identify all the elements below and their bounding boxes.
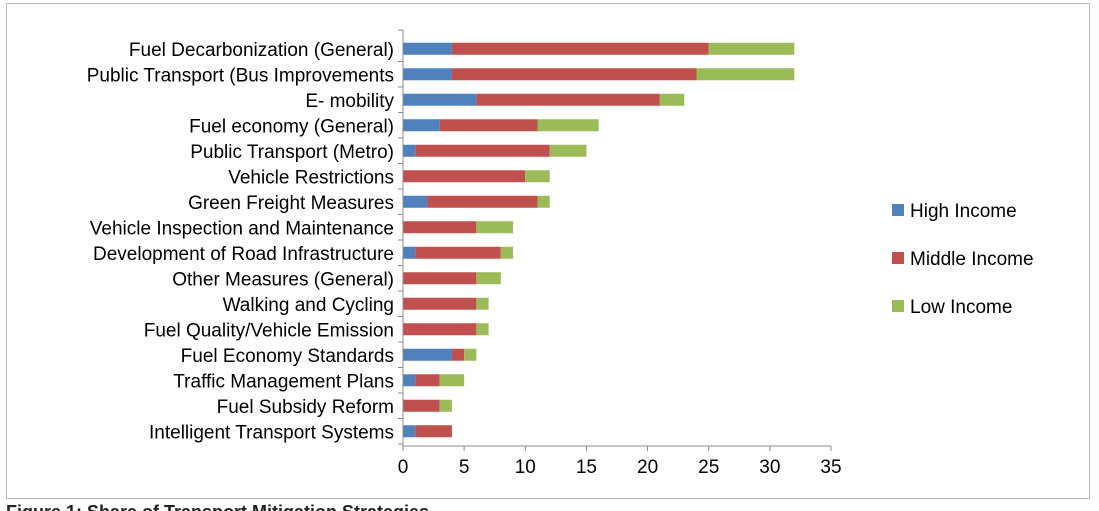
- bar-segment-middle-income-1: [451, 68, 697, 81]
- chart-frame: Fuel Decarbonization (General) Public Tra…: [6, 3, 1090, 499]
- bar-segment-middle-income-3: [439, 119, 538, 132]
- figure-caption: Figure 1: Share of Transport Mitigation …: [6, 503, 566, 511]
- x-tick-label: 20: [637, 457, 658, 478]
- category-label: Fuel economy (General): [189, 116, 394, 137]
- x-tick-label: 10: [515, 457, 536, 478]
- bar-segment-low-income-10: [476, 297, 489, 310]
- bar-segment-low-income-5: [525, 170, 550, 183]
- bars-layer: [403, 42, 795, 438]
- bar-segment-middle-income-11: [403, 323, 477, 336]
- category-label: Vehicle Inspection and Maintenance: [90, 218, 394, 239]
- bar-segment-middle-income-7: [403, 221, 477, 234]
- bar-segment-high-income-6: [403, 195, 428, 208]
- bar-segment-middle-income-12: [451, 348, 465, 361]
- bar-segment-middle-income-5: [403, 170, 526, 183]
- x-tick-label: 25: [698, 457, 719, 478]
- bar-segment-middle-income-8: [415, 246, 501, 259]
- bar-segment-middle-income-13: [415, 374, 440, 387]
- category-label: Fuel Economy Standards: [181, 346, 394, 367]
- bar-segment-middle-income-15: [415, 425, 452, 438]
- bar-segment-middle-income-4: [415, 144, 550, 157]
- bar-segment-high-income-2: [403, 93, 477, 106]
- bar-segment-high-income-8: [403, 246, 416, 259]
- category-label: Development of Road Infrastructure: [93, 244, 394, 265]
- category-label: Fuel Quality/Vehicle Emission: [144, 320, 394, 341]
- bar-segment-high-income-12: [403, 348, 452, 361]
- bar-segment-middle-income-2: [476, 93, 660, 106]
- category-label: Vehicle Restrictions: [228, 167, 394, 188]
- bar-segment-low-income-4: [549, 144, 587, 157]
- x-tick-label: 15: [576, 457, 597, 478]
- legend-label: Middle Income: [910, 249, 1034, 270]
- bar-segment-high-income-0: [403, 42, 452, 55]
- category-labels: Fuel Decarbonization (General) Public Tra…: [87, 40, 395, 444]
- bar-segment-low-income-6: [537, 195, 550, 208]
- x-tick-label: 30: [759, 457, 780, 478]
- tick-labels: 0 5 10 15 20 25 30 35: [398, 457, 842, 478]
- bar-segment-low-income-1: [696, 68, 795, 81]
- category-label: E- mobility: [305, 91, 394, 112]
- category-label: Traffic Management Plans: [173, 371, 394, 392]
- category-label: Walking and Cycling: [223, 295, 394, 316]
- legend: High Income Middle Income Low Income: [892, 201, 1034, 318]
- legend-swatch-high-income: [892, 204, 904, 216]
- bar-segment-low-income-8: [500, 246, 514, 259]
- x-tick-label: 35: [820, 457, 841, 478]
- bar-segment-low-income-0: [708, 42, 795, 55]
- bar-segment-low-income-9: [476, 272, 501, 285]
- category-label: Fuel Subsidy Reform: [217, 397, 394, 418]
- stacked-bar-chart: Fuel Decarbonization (General) Public Tra…: [87, 29, 1034, 478]
- bar-segment-low-income-11: [476, 323, 489, 336]
- x-tick-label: 0: [398, 457, 409, 478]
- figure-caption-strip: Figure 1: Share of Transport Mitigation …: [6, 500, 566, 511]
- category-label: Other Measures (General): [172, 269, 394, 290]
- bar-segment-high-income-15: [403, 425, 416, 438]
- bar-segment-middle-income-10: [403, 297, 477, 310]
- bar-segment-low-income-7: [476, 221, 514, 234]
- category-label: Public Transport (Bus Improvements: [87, 65, 394, 86]
- bar-segment-low-income-13: [439, 374, 465, 387]
- bar-segment-high-income-4: [403, 144, 416, 157]
- x-tick-label: 5: [459, 457, 470, 478]
- category-label: Green Freight Measures: [188, 193, 394, 214]
- bar-segment-low-income-14: [439, 399, 452, 412]
- axis-layer: [398, 29, 832, 451]
- bar-segment-low-income-2: [659, 93, 685, 106]
- legend-swatch-middle-income: [892, 252, 904, 264]
- bar-segment-high-income-1: [403, 68, 452, 81]
- bar-segment-high-income-13: [403, 374, 416, 387]
- bar-segment-middle-income-9: [403, 272, 477, 285]
- bar-segment-middle-income-6: [427, 195, 538, 208]
- bar-segment-middle-income-14: [403, 399, 440, 412]
- bar-segment-low-income-12: [464, 348, 477, 361]
- bar-segment-middle-income-0: [451, 42, 709, 55]
- category-label: Fuel Decarbonization (General): [129, 40, 394, 61]
- legend-swatch-low-income: [892, 300, 904, 312]
- legend-label: Low Income: [910, 297, 1012, 318]
- legend-label: High Income: [910, 201, 1017, 222]
- category-label: Public Transport (Metro): [190, 142, 394, 163]
- bar-segment-high-income-3: [403, 119, 440, 132]
- category-label: Intelligent Transport Systems: [149, 422, 394, 443]
- bar-segment-low-income-3: [537, 119, 599, 132]
